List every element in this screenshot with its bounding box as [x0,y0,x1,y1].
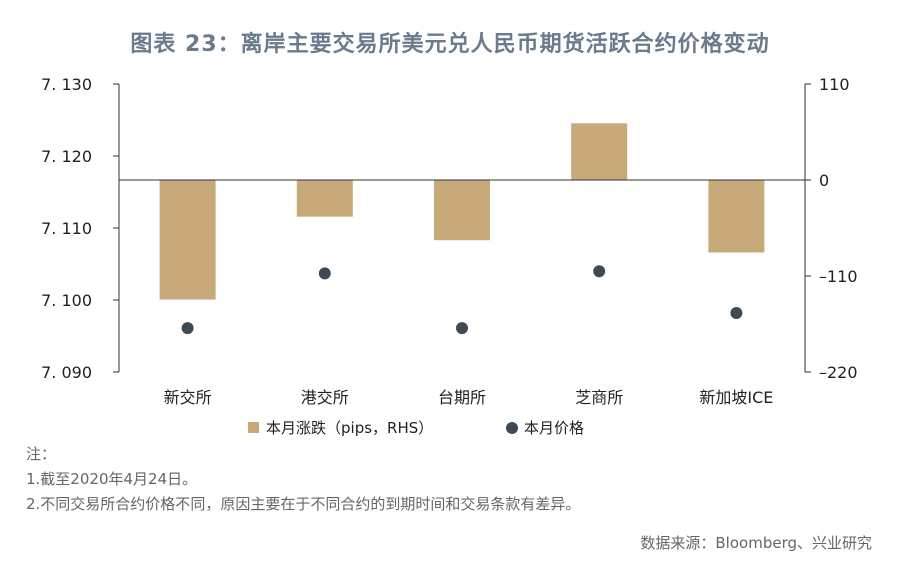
left-axis-tick-label: 7. 090 [41,363,92,382]
note-line-1: 1.截至2020年4月24日。 [26,470,198,488]
price-point [593,265,606,278]
price-point [181,322,194,335]
category-label: 台期所 [438,388,486,407]
legend-label-point: 本月价格 [524,419,584,437]
right-axis-tick-label: 0 [819,171,829,190]
bar [571,123,628,180]
data-source: 数据来源：Bloomberg、兴业研究 [640,534,872,552]
bar [296,180,353,217]
left-axis-tick-label: 7. 110 [41,219,92,238]
bar [708,180,765,253]
legend-swatch-bar [248,422,259,433]
price-point [456,322,468,335]
right-axis-tick-label: –110 [819,267,858,286]
legend-swatch-point [506,422,518,434]
note-line-2: 2.不同交易所合约价格不同，原因主要在于不同合约的到期时间和交易条款有差异。 [26,495,581,513]
category-label: 新交所 [164,388,212,407]
right-axis-tick-label: 110 [819,75,850,94]
notes: 注： 1.截至2020年4月24日。 2.不同交易所合约价格不同，原因主要在于不… [26,442,580,517]
left-axis-tick-label: 7. 100 [41,291,92,310]
left-axis-tick-label: 7. 130 [41,75,92,94]
right-axis-tick-label: –220 [819,363,858,382]
bar [159,180,216,300]
legend-label-bar: 本月涨跌（pips，RHS） [266,419,433,437]
category-label: 港交所 [301,388,349,407]
chart-title: 图表 23：离岸主要交易所美元兑人民币期货活跃合约价格变动 [130,32,770,57]
category-label: 新加坡ICE [699,388,773,407]
price-point [730,306,743,319]
notes-heading: 注： [26,445,57,463]
left-axis-tick-label: 7. 120 [41,147,92,166]
price-point [318,267,331,280]
category-label: 芝商所 [575,388,623,407]
bar [434,180,490,241]
